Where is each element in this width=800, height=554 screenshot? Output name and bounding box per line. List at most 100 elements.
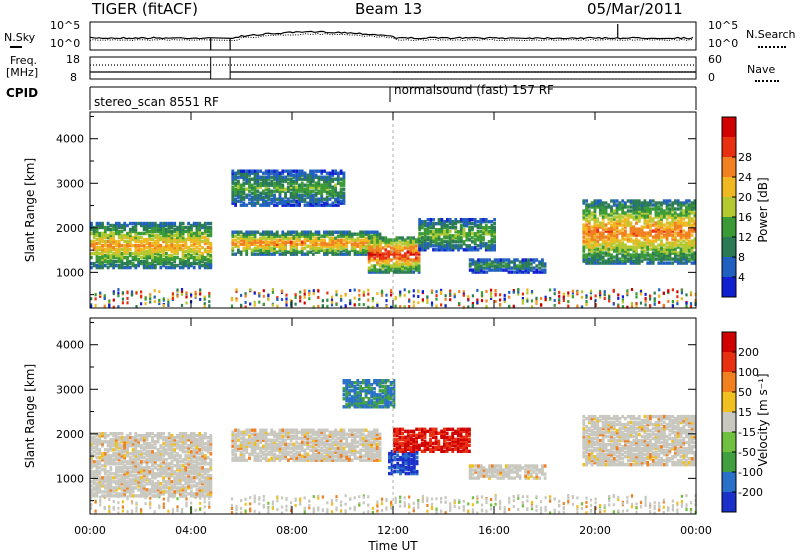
clutter-cell: [485, 509, 488, 513]
clutter-cell: [376, 509, 379, 513]
clutter-cell: [608, 295, 611, 299]
data-cell: [209, 255, 213, 260]
data-cell: [621, 227, 625, 231]
clutter-cell: [99, 500, 102, 504]
data-cell: [170, 245, 174, 250]
clutter-cell: [103, 294, 106, 298]
clutter-cell: [162, 505, 165, 509]
data-cell: [640, 243, 644, 247]
data-cell: [245, 193, 249, 197]
data-cell: [415, 266, 418, 270]
data-cell: [429, 244, 433, 248]
data-cell: [112, 259, 115, 264]
data-cell: [440, 222, 444, 226]
data-cell: [300, 230, 304, 234]
data-cell: [117, 444, 121, 448]
data-cell: [198, 261, 202, 266]
data-cell: [618, 239, 622, 243]
data-cell: [273, 246, 276, 250]
data-cell: [117, 253, 121, 258]
data-cell: [184, 255, 188, 260]
data-cell: [513, 264, 516, 268]
data-cell: [134, 446, 138, 450]
clutter-cell: [308, 506, 311, 510]
clutter-cell: [617, 305, 620, 309]
clutter-cell: [599, 510, 602, 514]
data-cell: [443, 224, 446, 228]
data-cell: [292, 181, 296, 185]
data-cell: [275, 177, 279, 181]
data-cell: [250, 177, 254, 181]
data-cell: [649, 257, 652, 261]
data-cell: [468, 244, 471, 248]
data-cell: [120, 480, 124, 484]
data-cell: [373, 266, 377, 270]
data-cell: [690, 247, 694, 251]
data-cell: [585, 239, 588, 243]
data-cell: [693, 227, 697, 231]
data-cell: [162, 257, 165, 262]
data-cell: [303, 193, 307, 197]
data-cell: [662, 229, 666, 233]
data-cell: [457, 238, 460, 242]
data-cell: [488, 262, 491, 266]
data-cell: [134, 265, 138, 270]
data-cell: [331, 203, 335, 207]
data-cell: [671, 217, 675, 221]
data-cell: [159, 259, 163, 264]
data-cell: [491, 262, 494, 266]
data-cell: [415, 268, 418, 272]
data-cell: [378, 254, 382, 258]
data-cell: [376, 246, 379, 250]
data-cell: [131, 482, 135, 486]
data-cell: [490, 240, 494, 244]
clutter-cell: [180, 508, 184, 511]
data-cell: [635, 251, 638, 255]
data-cell: [203, 247, 207, 252]
clutter-cell: [462, 293, 465, 297]
data-cell: [665, 229, 669, 233]
data-cell: [195, 241, 199, 246]
data-cell: [361, 230, 365, 234]
data-cell: [106, 494, 110, 498]
data-cell: [289, 171, 293, 175]
data-cell: [103, 436, 107, 440]
data-cell: [328, 244, 332, 248]
data-cell: [311, 195, 315, 199]
data-cell: [370, 234, 374, 238]
data-cell: [231, 195, 235, 199]
data-cell: [314, 232, 318, 236]
data-cell: [604, 253, 608, 257]
data-cell: [131, 494, 135, 498]
data-cell: [601, 205, 605, 209]
data-cell: [242, 175, 246, 179]
data-cell: [668, 199, 672, 203]
clutter-cell: [449, 289, 452, 293]
data-cell: [198, 239, 202, 244]
data-cell: [159, 231, 163, 236]
data-cell: [336, 203, 340, 207]
data-cell: [95, 241, 99, 246]
data-cell: [295, 193, 299, 197]
data-cell: [101, 243, 104, 248]
data-cell: [593, 213, 597, 217]
data-cell: [117, 458, 121, 462]
data-cell: [479, 234, 483, 238]
data-cell: [234, 173, 237, 177]
clutter-cell: [485, 289, 488, 293]
data-cell: [626, 205, 630, 209]
data-cell: [615, 209, 619, 213]
data-cell: [325, 185, 329, 189]
data-cell: [162, 239, 165, 244]
clutter-cell: [285, 297, 288, 301]
data-cell: [126, 454, 129, 458]
data-cell: [640, 205, 644, 209]
data-cell: [137, 251, 140, 256]
data-cell: [178, 257, 182, 262]
data-cell: [629, 255, 633, 259]
data-cell: [98, 221, 102, 226]
data-cell: [117, 225, 121, 230]
data-cell: [98, 490, 102, 494]
data-cell: [178, 229, 182, 234]
